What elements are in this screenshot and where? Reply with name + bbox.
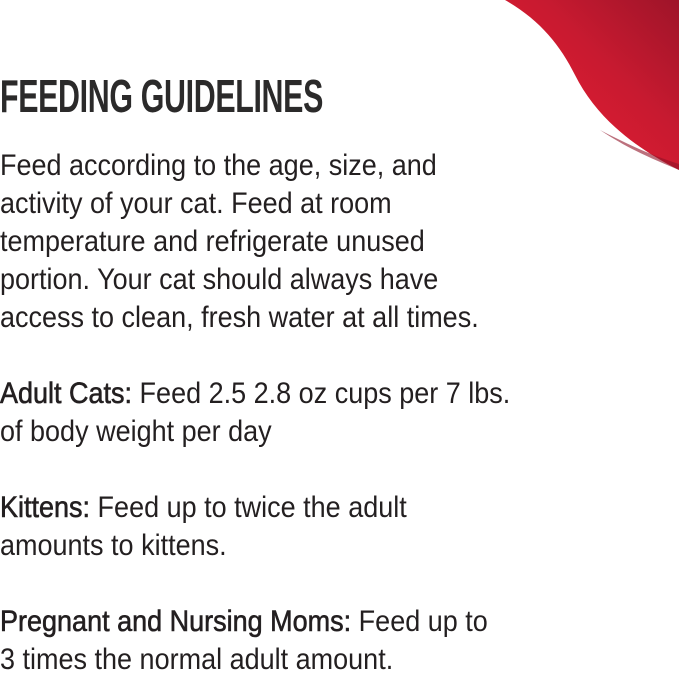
kittens-text: Feed up to twice the adult — [90, 491, 407, 524]
kittens-text-2: amounts to kittens. — [0, 529, 227, 562]
intro-line: activity of your cat. Feed at room — [0, 187, 392, 220]
adult-cats-text: Feed 2.5 2.8 oz cups per 7 lbs. — [132, 377, 511, 410]
intro-line: Feed according to the age, size, and — [0, 149, 437, 182]
page-title: FEEDING GUIDELINES — [0, 70, 323, 122]
moms-label: Pregnant and Nursing Moms: — [0, 605, 352, 639]
adult-cats-label: Adult Cats: — [0, 377, 133, 411]
kittens-paragraph: Kittens: Feed up to twice the adult amou… — [0, 489, 452, 565]
moms-text: Feed up to — [351, 605, 488, 638]
intro-line: portion. Your cat should always have — [0, 263, 439, 296]
adult-cats-paragraph: Adult Cats: Feed 2.5 2.8 oz cups per 7 l… — [0, 375, 567, 451]
adult-cats-text-2: of body weight per day — [0, 415, 272, 448]
kittens-label: Kittens: — [0, 491, 91, 525]
moms-paragraph: Pregnant and Nursing Moms: Feed up to 3 … — [0, 603, 542, 679]
intro-paragraph: Feed according to the age, size, and act… — [0, 147, 532, 337]
intro-line: temperature and refrigerate unused — [0, 225, 425, 258]
intro-line: access to clean, fresh water at all time… — [0, 301, 479, 334]
moms-text-2: 3 times the normal adult amount. — [0, 643, 394, 676]
